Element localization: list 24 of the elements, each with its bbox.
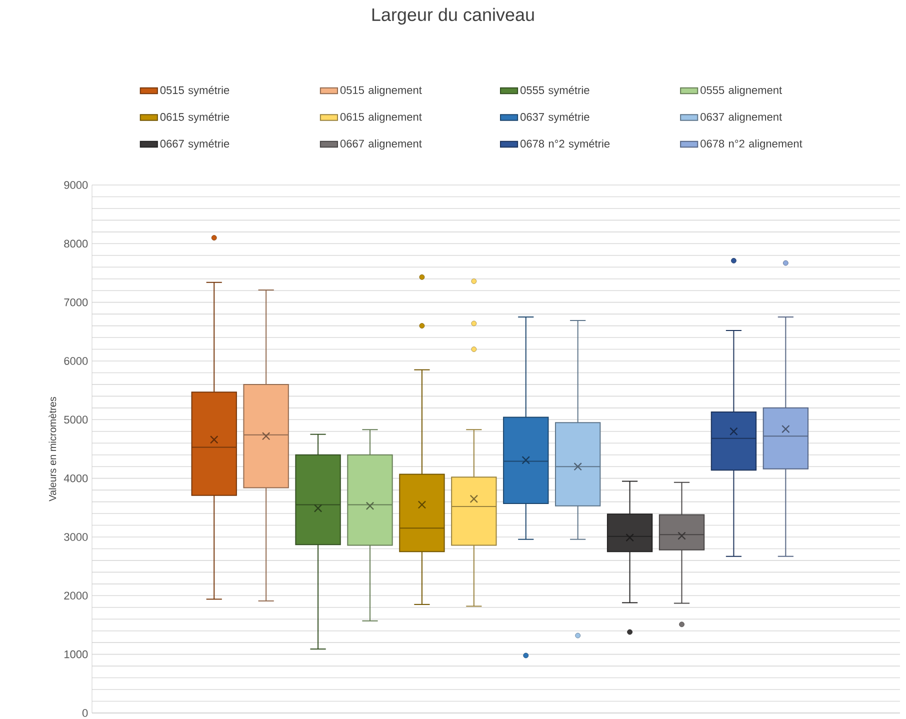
legend-label: 0637 alignement — [700, 112, 782, 123]
y-tick-label: 3000 — [64, 533, 88, 541]
legend-label: 0667 symétrie — [160, 139, 230, 150]
chart-title: Largeur du caniveau — [372, 8, 534, 25]
y-tick-label: 2000 — [64, 592, 88, 600]
legend-label: 0555 alignement — [700, 86, 782, 96]
legend-label: 0555 symétrie — [520, 86, 590, 96]
legend-label: 0678 n°2 alignement — [700, 139, 802, 150]
legend-label: 0678 n°2 symétrie — [520, 139, 610, 150]
legend-label: 0667 alignement — [340, 139, 422, 150]
y-tick-label: 9000 — [64, 181, 88, 189]
y-tick-label: 7000 — [64, 298, 88, 306]
legend-label: 0615 symétrie — [160, 112, 230, 123]
y-axis-title: Valeurs en micromètres — [48, 396, 56, 502]
y-tick-label: 4000 — [64, 474, 88, 482]
legend-label: 0637 symétrie — [520, 112, 590, 123]
y-tick-label: 1000 — [64, 650, 88, 658]
y-tick-label: 0 — [82, 709, 88, 717]
y-tick-label: 6000 — [64, 357, 88, 365]
legend-label: 0515 symétrie — [160, 86, 230, 96]
y-tick-label: 5000 — [64, 416, 88, 424]
legend-label: 0615 alignement — [340, 112, 422, 123]
legend-label: 0515 alignement — [340, 86, 422, 96]
y-tick-label: 8000 — [64, 240, 88, 248]
